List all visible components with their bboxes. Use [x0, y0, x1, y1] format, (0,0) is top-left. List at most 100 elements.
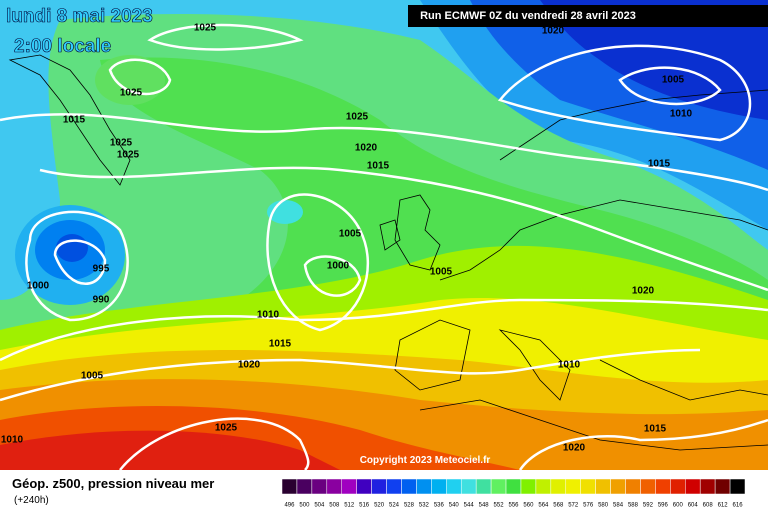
scale-swatch [535, 478, 552, 495]
isobar-label: 1025 [110, 138, 133, 149]
scale-label: 592 [643, 503, 654, 509]
scale-label: 536 [434, 503, 445, 509]
scale-swatch [475, 478, 492, 495]
scale-swatch [446, 478, 462, 495]
scale-label: 564 [538, 503, 549, 509]
scale-swatch [326, 478, 342, 495]
scale-label: 588 [628, 503, 639, 509]
scale-label: 548 [479, 503, 490, 509]
scale-swatch [460, 478, 477, 495]
scale-swatch [416, 478, 432, 495]
scale-label: 580 [598, 503, 609, 509]
scale-swatch [505, 478, 522, 495]
scale-swatch [490, 478, 507, 495]
scale-swatch [685, 478, 701, 495]
isobar-label: 1010 [1, 435, 24, 446]
scale-label: 600 [673, 503, 684, 509]
scale-swatch [386, 478, 402, 495]
isobar-label: 990 [93, 295, 110, 306]
scale-label: 560 [523, 503, 534, 509]
scale-label: 516 [359, 503, 370, 509]
run-info: Run ECMWF 0Z du vendredi 28 avril 2023 [420, 10, 636, 22]
scale-swatch [729, 478, 746, 495]
isobar-label: 1010 [670, 109, 693, 120]
scale-swatch [625, 478, 641, 495]
scale-swatch [714, 478, 731, 495]
copyright: Copyright 2023 Meteociel.fr [360, 455, 491, 466]
scale-swatch [610, 478, 626, 495]
scale-label: 532 [419, 503, 430, 509]
scale-swatch [311, 478, 328, 495]
scale-swatch [356, 478, 372, 495]
isobar-label: 1010 [257, 310, 280, 321]
date-title: lundi 8 mai 2023 [6, 6, 153, 27]
scale-swatch [296, 478, 313, 495]
isobar-label: 1005 [81, 371, 104, 382]
scale-swatch [550, 478, 567, 495]
scale-swatch [595, 478, 611, 495]
isobar-label: 1015 [269, 339, 292, 350]
isobar-label: 1010 [558, 360, 581, 371]
isobar-label: 1005 [662, 75, 685, 86]
scale-label: 608 [703, 503, 714, 509]
scale-swatch [699, 478, 716, 495]
scale-label: 576 [583, 503, 594, 509]
isobar-label: 1025 [120, 88, 143, 99]
scale-swatch [431, 478, 447, 495]
scale-label: 616 [733, 503, 744, 509]
isobar-label: 1005 [430, 267, 453, 278]
scale-label: 572 [568, 503, 579, 509]
scale-label: 524 [389, 503, 400, 509]
scale-label: 500 [299, 503, 310, 509]
isobar-label: 1020 [355, 143, 378, 154]
isobar-label: 1020 [542, 26, 565, 37]
scale-label: 568 [553, 503, 564, 509]
scale-label: 504 [314, 503, 325, 509]
isobar-label: 995 [93, 264, 110, 275]
isobar-label: 1020 [563, 443, 586, 454]
isobar-label: 1005 [339, 229, 362, 240]
isobar-label: 1020 [238, 360, 261, 371]
run-banner [408, 5, 768, 27]
isobar-label: 1015 [644, 424, 667, 435]
isobar-label: 1015 [367, 161, 390, 172]
scale-swatch [520, 478, 537, 495]
color-scale: 496 500 504 508 512 516 520 524 528 532 536 540 544 5… [281, 478, 746, 509]
scale-swatch [670, 478, 686, 495]
isobar-label: 1000 [327, 261, 350, 272]
scale-swatch [401, 478, 417, 495]
scale-label: 556 [508, 503, 519, 509]
scale-label: 584 [613, 503, 624, 509]
scale-label: 496 [284, 503, 295, 509]
scale-label: 512 [344, 503, 355, 509]
scale-swatch [281, 478, 298, 495]
scale-swatch [580, 478, 596, 495]
legend-title: Géop. z500, pression niveau mer [12, 476, 214, 491]
legend-subtitle: (+240h) [14, 495, 49, 506]
time-title: 2:00 locale [14, 36, 111, 57]
isobars [0, 23, 768, 471]
isobar-label: 1025 [194, 23, 217, 34]
isobar-label: 1025 [215, 423, 238, 434]
scale-label: 528 [404, 503, 415, 509]
isobar-label: 1015 [648, 159, 671, 170]
scale-swatch [341, 478, 357, 495]
scale-label: 540 [449, 503, 460, 509]
scale-swatch [371, 478, 387, 495]
isobar-label: 1025 [117, 150, 140, 161]
scale-label: 508 [329, 503, 340, 509]
scale-label: 612 [718, 503, 729, 509]
isobar-label: 1000 [27, 281, 50, 292]
isobar-label: 1020 [632, 286, 655, 297]
isobar-label: 1025 [346, 112, 369, 123]
field [0, 0, 768, 471]
scale-swatch [640, 478, 656, 495]
scale-label: 596 [658, 503, 669, 509]
isobar-label: 1015 [63, 115, 86, 126]
scale-label: 604 [688, 503, 699, 509]
scale-label: 544 [464, 503, 475, 509]
scale-label: 552 [494, 503, 505, 509]
scale-swatch [655, 478, 671, 495]
